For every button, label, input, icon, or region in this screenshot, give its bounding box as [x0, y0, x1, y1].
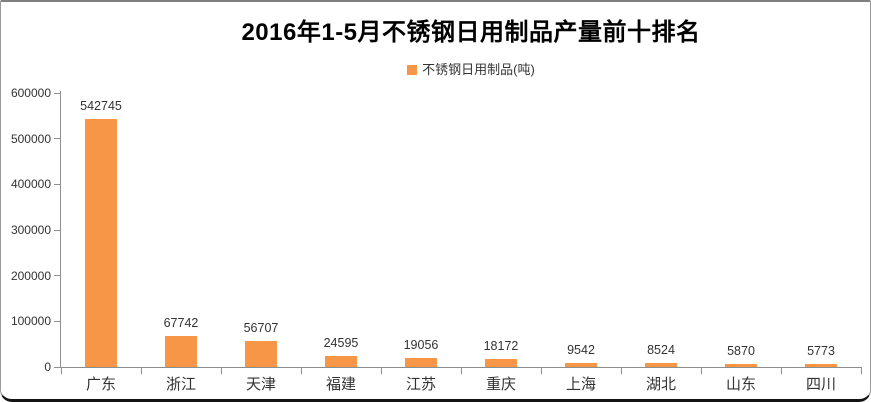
bar-value-label: 9542: [567, 342, 595, 357]
bar: [85, 119, 117, 367]
bar: [485, 358, 517, 367]
y-axis-tick-label: 200000: [10, 268, 51, 283]
x-axis-tick: [220, 368, 222, 374]
plot-area: 0 100000 200000 300000 400000 500000 600000 542…: [11, 86, 862, 393]
x-axis-tick: [860, 368, 862, 374]
bar: [245, 341, 277, 367]
bar: [165, 336, 197, 367]
y-axis-tick: [54, 366, 60, 368]
y-axis-tick-label: 500000: [10, 131, 51, 146]
bar-value-label: 19056: [403, 338, 439, 353]
bar: [725, 364, 757, 367]
x-axis-category-label: 重庆: [485, 376, 516, 393]
x-axis-tick: [620, 368, 622, 374]
y-axis-tick-label: 0: [44, 360, 51, 374]
legend-swatch-icon: [407, 65, 418, 75]
x-axis-category-label: 广东: [85, 376, 116, 393]
x-axis-tick: [540, 368, 542, 374]
x-axis-category-label: 天津: [245, 376, 276, 393]
y-axis-tick: [54, 92, 60, 94]
bar: [805, 364, 837, 367]
x-axis-tick: [700, 368, 702, 374]
legend: 不锈钢日用制品(吨): [71, 62, 870, 78]
y-axis-tick: [54, 138, 60, 140]
x-axis-category-label: 江苏: [405, 376, 436, 393]
y-axis-tick-label: 400000: [10, 177, 51, 192]
y-axis-tick-label: 100000: [10, 314, 51, 329]
x-axis-category-label: 湖北: [645, 376, 676, 393]
x-axis-category-label: 上海: [565, 376, 596, 393]
bar: [405, 358, 437, 367]
bar: [565, 362, 597, 367]
x-axis: [60, 367, 862, 368]
legend-label: 不锈钢日用制品(吨): [422, 62, 535, 77]
x-axis-tick: [380, 368, 382, 374]
x-axis-category-label: 山东: [725, 376, 756, 393]
y-axis-tick-label: 600000: [10, 86, 51, 100]
x-axis-tick: [60, 368, 62, 374]
x-axis-tick: [460, 368, 462, 374]
bar-value-label: 24595: [323, 335, 359, 350]
y-axis-tick: [54, 275, 60, 277]
x-axis-category-label: 浙江: [165, 376, 196, 393]
bar-value-label: 67742: [163, 316, 199, 331]
bar: [325, 355, 357, 367]
x-axis-category-label: 四川: [805, 376, 836, 393]
x-axis-category-label: 福建: [325, 376, 356, 393]
x-axis-tick: [780, 368, 782, 374]
y-axis-tick: [54, 320, 60, 322]
y-axis: [60, 91, 61, 368]
chart-title: 2016年1-5月不锈钢日用制品产量前十排名: [241, 19, 701, 46]
bar-value-label: 5773: [807, 344, 835, 359]
bar-value-label: 18172: [483, 338, 519, 353]
bar: [645, 363, 677, 367]
bar-value-label: 56707: [243, 321, 279, 336]
x-axis-tick: [140, 368, 142, 374]
x-axis-tick: [300, 368, 302, 374]
bar-value-label: 5870: [727, 344, 755, 359]
y-axis-tick: [54, 183, 60, 185]
bar-value-label: 8524: [647, 343, 675, 358]
y-axis-tick-label: 300000: [10, 223, 51, 237]
y-axis-tick: [54, 229, 60, 231]
bar-value-label: 542745: [80, 99, 122, 114]
